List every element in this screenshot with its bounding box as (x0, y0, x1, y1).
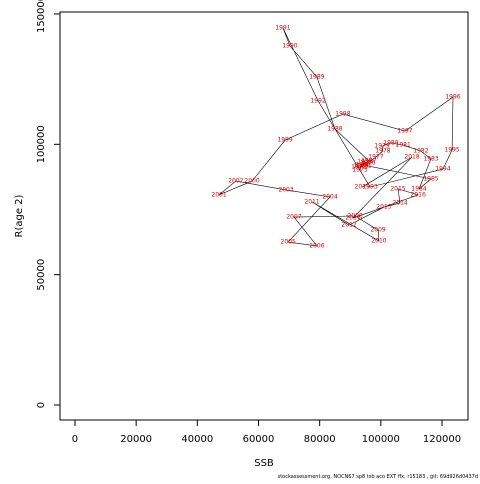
year-point: 1995 (444, 147, 459, 154)
year-point: 1994 (435, 166, 450, 173)
year-point: 1981 (396, 142, 411, 149)
year-point: 1984 (411, 185, 426, 192)
year-point: 1998 (335, 111, 350, 118)
year-point: 1979 (374, 143, 389, 150)
year-point: 1992 (310, 98, 325, 105)
year-point: 2009 (370, 227, 385, 234)
y-tick-label: 50000 (36, 259, 47, 291)
year-point: 1997 (397, 128, 412, 135)
year-point: 1971 (356, 162, 371, 169)
year-point: 1978 (375, 148, 390, 155)
x-tick-label: 120000 (423, 434, 461, 445)
year-point: 1983 (423, 155, 438, 162)
year-point: 1974 (353, 162, 368, 169)
x-tick-label: 100000 (362, 434, 400, 445)
year-point: 2005 (281, 239, 296, 246)
year-point: 2006 (309, 242, 324, 249)
x-tick-label: 20000 (120, 434, 152, 445)
y-tick-label: 100000 (36, 125, 47, 163)
year-point: 2000 (244, 178, 259, 185)
y-axis-label: R(age 2) (14, 194, 25, 237)
year-point: 2001 (211, 191, 226, 198)
year-point: 2010 (371, 238, 386, 245)
x-tick-label: 60000 (243, 434, 275, 445)
year-point: 2016 (411, 191, 426, 198)
year-point: 2004 (322, 193, 337, 200)
year-point: 2013 (376, 204, 391, 211)
trajectory-line (218, 27, 454, 247)
year-point: 1972 (351, 164, 366, 171)
year-point: 2008 (348, 213, 363, 220)
footer: stockassessment.org, NOCN67 sp8 tsb aco … (278, 474, 478, 480)
year-point: 2003 (278, 186, 293, 193)
year-point: 1988 (327, 125, 342, 132)
x-axis-label: SSB (254, 458, 274, 469)
year-point: 2019 (355, 184, 370, 191)
year-point: 1993 (362, 184, 377, 191)
year-point: 2012 (341, 222, 356, 229)
x-tick-label: 40000 (181, 434, 213, 445)
x-tick-label: 0 (72, 434, 78, 445)
year-point: 2002 (228, 178, 243, 185)
year-point: 1987 (361, 157, 376, 164)
year-point: 1999 (277, 137, 292, 144)
year-point: 2015 (390, 185, 405, 192)
year-point: 1985 (423, 175, 438, 182)
year-point: 1989 (309, 74, 324, 81)
year-point: 2014 (392, 199, 407, 206)
x-tick-label: 80000 (304, 434, 336, 445)
y-tick-label: 150000 (36, 0, 47, 33)
year-point: 2007 (286, 214, 301, 221)
year-point: 1996 (445, 94, 460, 101)
year-point: 1986 (355, 161, 370, 168)
year-point: 1973 (352, 167, 367, 174)
year-point: 1991 (275, 25, 290, 32)
year-point: 1977 (368, 154, 383, 161)
plot-frame (59, 11, 469, 421)
year-point: 1980 (383, 140, 398, 147)
y-tick-label: 0 (36, 402, 47, 408)
year-point: 1990 (282, 43, 297, 50)
year-point: 1976 (360, 160, 375, 167)
year-point: 2011 (304, 198, 319, 205)
year-point: 2018 (404, 154, 419, 161)
year-point: 2017 (345, 215, 360, 222)
year-point: 1982 (413, 148, 428, 155)
year-point: 1975 (357, 159, 372, 166)
